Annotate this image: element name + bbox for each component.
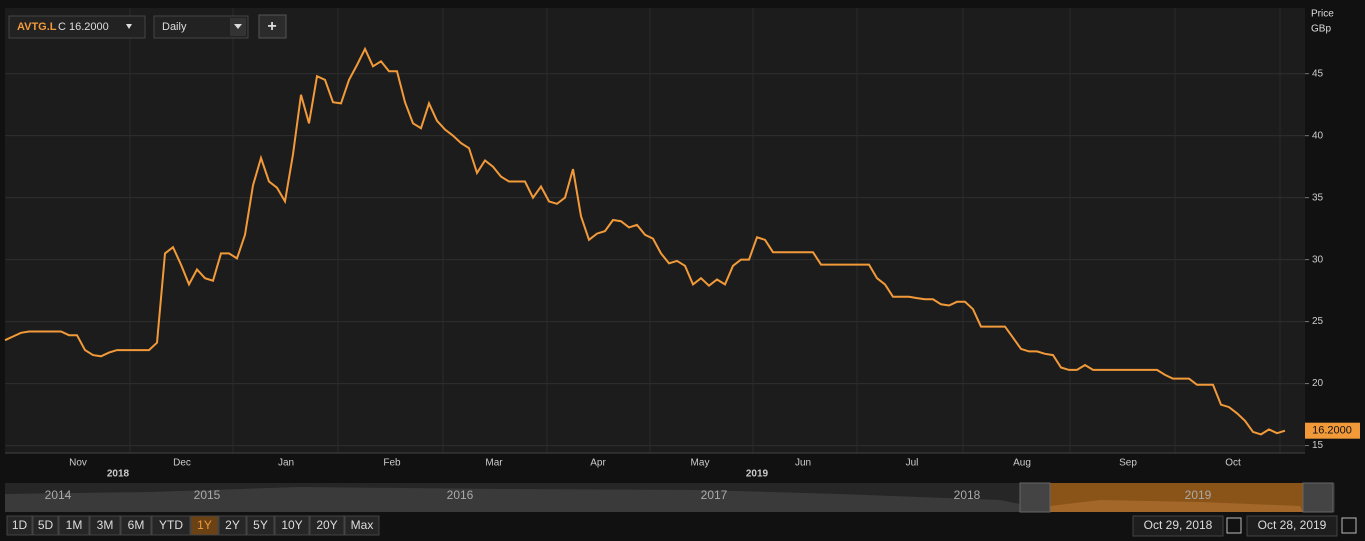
x-tick-label: Mar — [485, 458, 503, 469]
ticker: AVTG.L — [17, 21, 57, 33]
range-label: YTD — [159, 518, 183, 532]
x-tick-label: Jan — [278, 458, 294, 469]
year-label: 2019 — [746, 469, 769, 480]
year-label: 2018 — [107, 469, 130, 480]
dropdown-arrow — [126, 24, 132, 29]
x-tick-label: Apr — [590, 458, 606, 469]
y-tick-label: 45 — [1312, 68, 1324, 79]
range-label: Max — [351, 518, 374, 532]
close-price: C 16.2000 — [58, 21, 109, 33]
range-label: 3M — [97, 518, 114, 532]
y-tick-label: 40 — [1312, 130, 1324, 141]
date-from: Oct 29, 2018 — [1144, 518, 1213, 532]
range-label: 2Y — [225, 518, 240, 532]
plot: 16.2000 — [4, 46, 1360, 439]
x-tick-label: Nov — [69, 458, 87, 469]
range-button[interactable] — [344, 515, 380, 536]
range-button[interactable] — [120, 515, 152, 536]
navigator-year: 2016 — [447, 488, 474, 502]
calendar-icon[interactable] — [1226, 517, 1242, 534]
range-button[interactable] — [58, 515, 90, 536]
navigator-labels: 2014 2015 2016 2017 2018 2019 — [45, 488, 1212, 502]
x-tick-label: Feb — [383, 458, 401, 469]
x-tick-label: May — [691, 458, 710, 469]
range-button[interactable] — [274, 515, 310, 536]
axis-title: Price — [1311, 9, 1334, 20]
range-label: 5D — [38, 518, 54, 532]
range-label: 1D — [12, 518, 28, 532]
x-tick-label: Oct — [1225, 458, 1241, 469]
navigator — [5, 482, 1335, 513]
range-button[interactable] — [309, 515, 345, 536]
navigator-year: 2018 — [954, 488, 981, 502]
ticker-box[interactable] — [8, 15, 146, 39]
navigator-handle[interactable] — [1302, 482, 1334, 513]
interval-select[interactable] — [153, 15, 249, 39]
date-range: Oct 29, 2018 Oct 28, 2019 — [1132, 515, 1357, 537]
plot-area — [5, 8, 1305, 453]
range-button[interactable] — [218, 515, 247, 536]
range-button[interactable] — [246, 515, 275, 536]
last-price-label: 16.2000 — [1312, 425, 1352, 437]
dropdown-arrow — [234, 24, 242, 29]
x-tick-label: Jul — [906, 458, 919, 469]
date-to: Oct 28, 2019 — [1258, 518, 1327, 532]
x-tick-label: Dec — [173, 458, 191, 469]
range-label: 10Y — [281, 518, 302, 532]
navigator-year: 2019 — [1185, 488, 1212, 502]
range-button[interactable] — [6, 515, 33, 536]
navigator-year: 2015 — [194, 488, 221, 502]
navigator-window-area — [1050, 500, 1303, 512]
navigator-year: 2017 — [701, 488, 728, 502]
range-label: 1Y — [197, 518, 212, 532]
y-tick-label: 25 — [1312, 316, 1324, 327]
range-button[interactable] — [89, 515, 121, 536]
date-from-box[interactable] — [1132, 515, 1224, 537]
range-buttons: 1D 5D 1M 3M 6M YTD 1Y 2Y 5Y 10Y 20Y Max — [6, 515, 380, 536]
x-tick-label: Jun — [795, 458, 811, 469]
last-price-badge — [1305, 422, 1360, 439]
add-icon: + — [267, 18, 276, 35]
toolbar: AVTG.L C 16.2000 Daily + — [8, 14, 287, 39]
range-button[interactable] — [190, 515, 219, 536]
navigator-year: 2014 — [45, 488, 72, 502]
range-label: 1M — [66, 518, 83, 532]
navigator-area — [5, 487, 1020, 512]
y-tick-label: 30 — [1312, 254, 1324, 265]
range-button[interactable] — [32, 515, 59, 536]
calendar-icon[interactable] — [1341, 517, 1357, 534]
interval: Daily — [162, 21, 187, 33]
range-label: 20Y — [316, 518, 337, 532]
price-line — [4, 46, 1286, 436]
x-tick-label: Aug — [1013, 458, 1031, 469]
range-button[interactable] — [151, 515, 191, 536]
navigator-handle[interactable] — [1019, 482, 1051, 513]
y-tick-label: 20 — [1312, 378, 1324, 389]
add-button[interactable] — [258, 14, 287, 39]
grid: 15 20 25 30 35 40 45 Nov Dec Jan Feb Mar Apr May Jun Ju… — [5, 8, 1324, 480]
axis-title: GBp — [1311, 24, 1331, 35]
range-label: 6M — [128, 518, 145, 532]
y-tick-label: 15 — [1312, 440, 1324, 451]
date-to-box[interactable] — [1246, 515, 1338, 537]
x-tick-label: Sep — [1119, 458, 1137, 469]
range-label: 5Y — [253, 518, 268, 532]
y-tick-label: 35 — [1312, 192, 1324, 203]
